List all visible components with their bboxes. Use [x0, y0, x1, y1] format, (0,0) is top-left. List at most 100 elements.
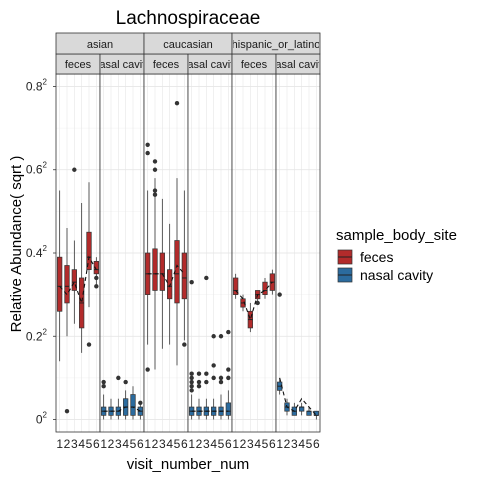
outlier-point [277, 292, 282, 297]
mean-trend-line [235, 281, 273, 322]
facet-label-ethnicity: caucasian [163, 39, 213, 51]
box-visit-5 [306, 407, 312, 416]
box-visit-5 [86, 182, 92, 308]
box-visit-4 [79, 203, 85, 353]
box-iqr [174, 240, 180, 304]
outlier-point [189, 279, 194, 285]
legend-label: feces [360, 249, 393, 265]
y-tick-label: 0.82 [26, 77, 48, 93]
panel-caucasian-feces: feces 1 2 3 4 5 6 [143, 53, 189, 451]
x-tick-label: 4 [166, 437, 173, 451]
x-tick-label: 6 [93, 437, 100, 451]
box-visit-6 [181, 190, 187, 341]
facet-strip-asian: asian [55, 32, 145, 55]
y-tick-label: 0.22 [26, 327, 48, 343]
outlier-point [152, 159, 158, 164]
box-visit-6 [313, 410, 319, 420]
outlier-point [189, 375, 194, 381]
mean-trend-line [59, 255, 97, 304]
box-visit-1 [233, 273, 239, 299]
outlier-point [145, 142, 150, 147]
x-tick-label: 1 [144, 437, 151, 451]
outlier-point [211, 375, 216, 381]
box-iqr [299, 406, 305, 412]
outlier-point [101, 379, 106, 385]
outlier-point [145, 150, 150, 156]
box-iqr [233, 277, 239, 295]
legend-item-feces: feces [337, 249, 393, 265]
x-tick-label: 5 [86, 437, 93, 451]
y-axis: 02 0.22 0.42 0.62 0.82 [26, 77, 56, 427]
y-axis-title: Relative Abundance( sqrt ) [8, 156, 25, 333]
box-iqr [159, 252, 165, 291]
outlier-point [226, 367, 231, 372]
y-tick-label: 0.42 [26, 244, 48, 260]
x-tick-label: 6 [313, 437, 320, 451]
x-tick-label: 2 [240, 437, 247, 451]
panel-asian-feces: feces 1 2 3 4 5 6 [55, 53, 101, 451]
x-tick-label: 3 [115, 437, 122, 451]
facet-label-site: nasal cavity [269, 59, 327, 71]
box-iqr [152, 248, 158, 291]
outlier-point [189, 379, 194, 385]
facet-strip-caucasian: caucasian [143, 32, 233, 55]
box-visit-2 [64, 228, 70, 337]
box-visit-4 [299, 402, 305, 416]
x-tick-label: 2 [284, 437, 291, 451]
panel-hispanic_or_latino-feces: feces 1 2 3 4 5 6 [231, 53, 277, 451]
x-tick-label: 5 [218, 437, 225, 451]
outlier-point [94, 275, 99, 281]
outlier-point [64, 408, 70, 414]
x-tick-label: 4 [78, 437, 85, 451]
x-tick-label: 6 [137, 437, 144, 451]
x-tick-label: 4 [254, 437, 261, 451]
facet-label-site: feces [153, 59, 180, 71]
outlier-point [152, 192, 158, 197]
y-tick-label: 0.62 [26, 161, 48, 177]
outlier-point [211, 363, 216, 368]
outlier-point [218, 379, 224, 385]
x-tick-label: 1 [232, 437, 239, 451]
box-iqr [306, 410, 312, 416]
outlier-point [72, 167, 77, 172]
y-tick-exponent: 2 [43, 77, 48, 86]
outlier-point [189, 384, 194, 389]
mean-trend-line [103, 406, 141, 412]
x-tick-label: 3 [247, 437, 254, 451]
outlier-point [204, 371, 209, 376]
outlier-point [138, 400, 143, 406]
outlier-point [189, 371, 194, 376]
outlier-point [196, 379, 202, 385]
box-visit-6 [225, 390, 231, 420]
box-iqr [71, 269, 77, 291]
box-iqr [167, 269, 173, 300]
x-tick-label: 1 [100, 437, 107, 451]
chart-title: Lachnospiraceae [116, 8, 261, 29]
outlier-point [189, 388, 194, 393]
y-tick-exponent: 2 [43, 411, 48, 420]
x-axis-title: visit_number_num [127, 456, 250, 473]
outlier-point [152, 167, 158, 172]
x-tick-label: 4 [122, 437, 129, 451]
outlier-point [204, 379, 209, 385]
outlier-point [152, 188, 158, 193]
outlier-point [196, 384, 202, 389]
box-iqr [130, 394, 136, 416]
legend-item-nasal-cavity: nasal cavity [337, 267, 433, 283]
outlier-point [226, 375, 231, 381]
outlier-point [182, 342, 187, 347]
facet-label-site: feces [241, 59, 268, 71]
outlier-point [211, 334, 216, 339]
x-tick-label: 1 [276, 437, 283, 451]
y-tick-label: 02 [36, 411, 48, 427]
outlier-point [218, 375, 224, 381]
facet-label-site: feces [65, 59, 92, 71]
x-tick-label: 1 [56, 437, 63, 451]
facet-strip-hispanic_or_latino: hispanic_or_latino [231, 32, 321, 55]
mean-trend-line [147, 264, 185, 288]
